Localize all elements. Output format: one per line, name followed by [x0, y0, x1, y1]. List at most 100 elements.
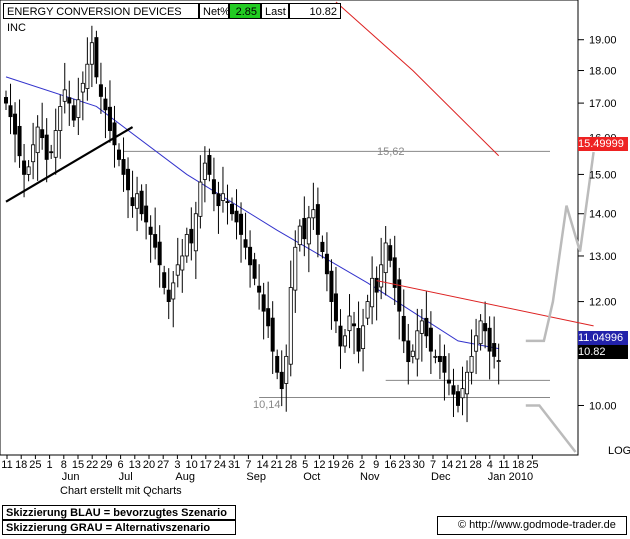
resistance-label: 15,62	[377, 146, 405, 158]
candle-body	[229, 203, 234, 215]
candle-body	[225, 201, 230, 203]
candle-body	[94, 37, 99, 78]
candle-body	[469, 355, 474, 373]
x-tick-label: 4	[487, 459, 493, 471]
candle-body	[442, 356, 447, 373]
candle-body	[261, 294, 266, 312]
candle-body	[17, 125, 22, 157]
candle-body	[189, 228, 194, 244]
y-tick-label: 14.00	[589, 209, 617, 221]
candle-body	[455, 391, 460, 406]
candle-body	[474, 335, 479, 352]
red-trendline	[376, 280, 594, 327]
candle-body	[202, 162, 207, 180]
x-month-label: Jun	[62, 471, 80, 483]
candle-body	[496, 360, 501, 362]
y-tick-label: 15.00	[589, 169, 617, 181]
x-tick-label: 15	[72, 459, 84, 471]
candle-body	[148, 226, 153, 235]
candle-body	[270, 317, 275, 352]
x-tick-label: 28	[469, 459, 481, 471]
x-tick-label: 25	[29, 459, 41, 471]
candle-body	[107, 106, 112, 131]
candle-body	[117, 149, 122, 160]
candle-body	[252, 259, 257, 279]
x-month-label: Nov	[360, 471, 380, 483]
candle-body	[8, 105, 13, 118]
candle-body	[257, 285, 262, 293]
candle-body	[175, 264, 180, 276]
candle-body	[401, 315, 406, 342]
x-tick-label: 17	[200, 459, 212, 471]
x-tick-label: 22	[86, 459, 98, 471]
x-tick-label: 6	[118, 459, 124, 471]
candle-body	[487, 327, 492, 352]
x-tick-label: 10	[185, 459, 197, 471]
candle-body	[428, 327, 433, 352]
candle-body	[352, 323, 357, 327]
candle-body	[392, 257, 397, 288]
x-tick-label: 5	[302, 459, 308, 471]
ma200-price-box: 15.49999	[578, 137, 628, 151]
candle-body	[130, 197, 135, 207]
net-percent-label: Net%	[199, 3, 230, 19]
x-tick-label: 2	[359, 459, 365, 471]
x-tick-label: 11	[498, 459, 509, 471]
y-tick-label: 12.00	[589, 297, 617, 309]
candle-body	[31, 144, 36, 163]
candle-body	[483, 323, 488, 332]
x-tick-label: 7	[245, 459, 251, 471]
candle-body	[89, 42, 94, 65]
candle-body	[22, 160, 27, 175]
candle-body	[76, 99, 81, 118]
last-value: 10.82	[289, 3, 341, 19]
black-trendline	[5, 126, 134, 203]
x-tick-label: 19	[327, 459, 339, 471]
candle-body	[424, 317, 429, 337]
gray-scenario-down	[525, 404, 577, 453]
copyright-link[interactable]: © http://www.godmode-trader.de	[437, 516, 627, 535]
candle-body	[279, 371, 284, 390]
x-tick-label: 26	[342, 459, 354, 471]
last-price-box: 10.82	[578, 345, 628, 359]
x-tick-label: 18	[15, 459, 27, 471]
candle-body	[139, 190, 144, 215]
candle-body	[361, 325, 366, 349]
y-tick-label: 13.00	[589, 251, 617, 263]
x-month-label: Aug	[175, 471, 195, 483]
chart-credit: Chart erstellt mit Qcharts	[60, 485, 182, 497]
y-tick-label: 17.00	[589, 98, 617, 110]
x-tick-label: 3	[174, 459, 180, 471]
ma-line-ma50	[5, 76, 499, 350]
candle-body	[388, 245, 393, 261]
candle-body	[356, 328, 361, 352]
x-tick-label: 9	[373, 459, 379, 471]
candle-body	[397, 279, 402, 312]
candle-body	[144, 205, 149, 223]
candle-body	[288, 287, 293, 365]
copyright-text: © http://www.godmode-trader.de	[458, 519, 616, 531]
x-tick-label: 27	[157, 459, 169, 471]
candle-body	[451, 385, 456, 395]
x-tick-label: 21	[271, 459, 283, 471]
candle-body	[492, 343, 497, 357]
candle-body	[243, 239, 248, 248]
candle-body	[239, 213, 244, 235]
candle-body	[85, 63, 90, 89]
candle-body	[121, 159, 126, 175]
candle-body	[67, 97, 72, 104]
candle-body	[234, 210, 239, 223]
candle-body	[338, 325, 343, 347]
gray-scenario-note: Skizzierung GRAU = Alternativszenario	[2, 520, 236, 535]
x-tick-label: 1	[47, 459, 53, 471]
ma50-price-box: 11.04996	[578, 331, 628, 345]
candle-body	[35, 126, 40, 154]
candle-body	[248, 246, 253, 266]
candle-body	[365, 301, 370, 319]
candle-body	[153, 234, 158, 248]
candle-body	[460, 388, 465, 399]
candle-body	[347, 315, 352, 332]
candle-body	[4, 97, 9, 104]
candle-body	[379, 264, 384, 288]
candle-body	[311, 209, 316, 219]
